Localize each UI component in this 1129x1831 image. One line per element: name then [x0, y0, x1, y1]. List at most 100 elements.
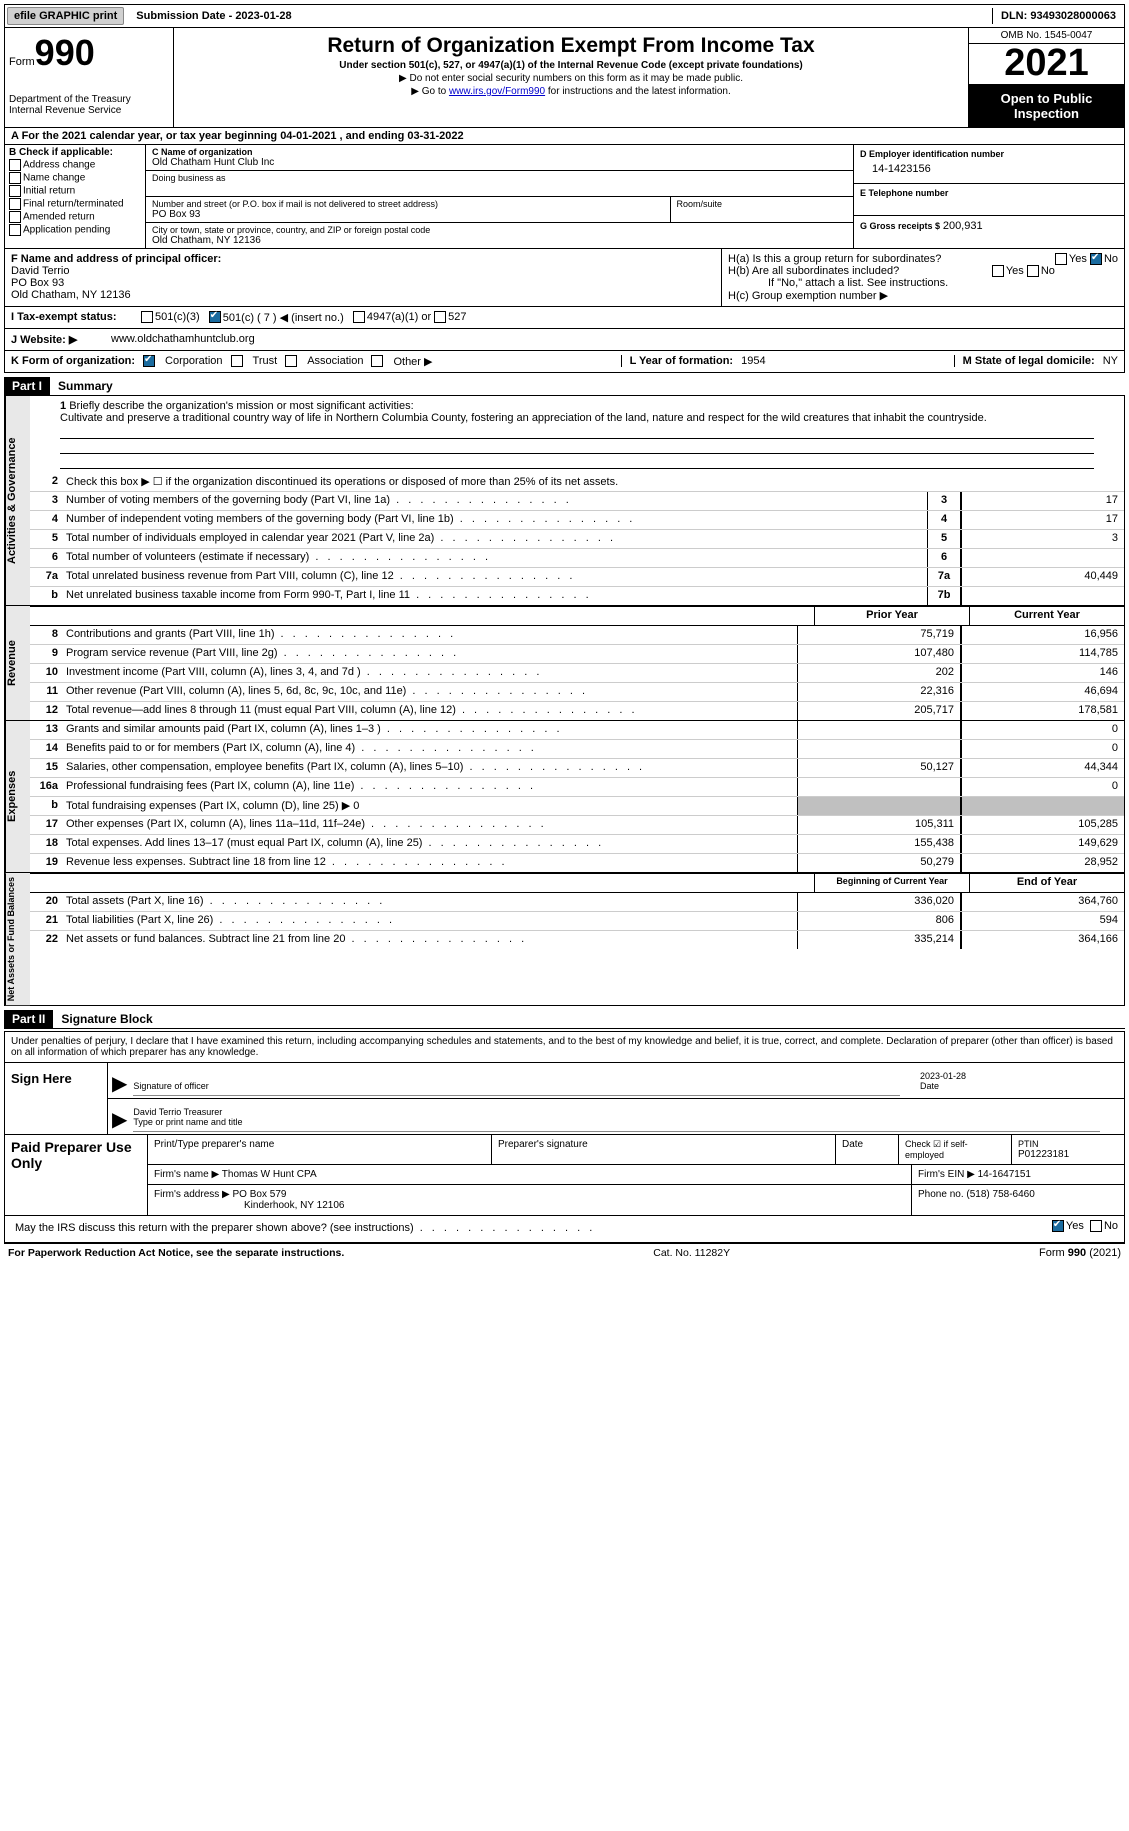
table-row: 15Salaries, other compensation, employee… — [30, 759, 1124, 778]
table-row: 22Net assets or fund balances. Subtract … — [30, 931, 1124, 949]
table-row: 13Grants and similar amounts paid (Part … — [30, 721, 1124, 740]
phone-value: (518) 758-6460 — [966, 1189, 1034, 1200]
gross-receipts: 200,931 — [943, 220, 983, 232]
footer-left: For Paperwork Reduction Act Notice, see … — [8, 1247, 344, 1259]
f-officer: F Name and address of principal officer:… — [5, 249, 722, 306]
discuss-yes[interactable] — [1052, 1220, 1064, 1232]
no-label: No — [1104, 253, 1118, 265]
discuss-no[interactable] — [1090, 1220, 1102, 1232]
chk-no-group[interactable] — [1090, 253, 1102, 265]
part1-title: Part I Summary — [4, 377, 1125, 396]
form-title: Return of Organization Exempt From Incom… — [182, 34, 960, 58]
website-value: www.oldchathamhuntclub.org — [111, 333, 255, 345]
side-net: Net Assets or Fund Balances — [5, 873, 30, 1005]
sig-disclaimer: Under penalties of perjury, I declare th… — [5, 1032, 1124, 1062]
summary-netassets: Net Assets or Fund Balances Beginning of… — [4, 873, 1125, 1006]
officer-addr2: Old Chatham, NY 12136 — [11, 289, 715, 301]
header-left: Form990 Department of the Treasury Inter… — [5, 28, 174, 127]
warn2-pre: ▶ Go to — [411, 86, 449, 97]
chk-trust[interactable] — [231, 355, 243, 367]
table-row: 20Total assets (Part X, line 16)336,0203… — [30, 893, 1124, 912]
irs-link[interactable]: www.irs.gov/Form990 — [449, 86, 545, 97]
warn-ssn: ▶ Do not enter social security numbers o… — [182, 73, 960, 84]
firm-ein-label: Firm's EIN ▶ — [918, 1169, 975, 1180]
open-public: Open to Public Inspection — [969, 85, 1124, 127]
i-label: I Tax-exempt status: — [11, 311, 141, 323]
chk-assoc[interactable] — [285, 355, 297, 367]
l-label: L Year of formation: — [630, 355, 734, 367]
table-row: 9Program service revenue (Part VIII, lin… — [30, 645, 1124, 664]
table-row: 17Other expenses (Part IX, column (A), l… — [30, 816, 1124, 835]
part1-name: Summary — [58, 379, 113, 393]
col-begin: Beginning of Current Year — [814, 874, 969, 892]
org-name: Old Chatham Hunt Club Inc — [152, 157, 847, 168]
h-note: If "No," attach a list. See instructions… — [728, 277, 1118, 289]
firm-addr-label: Firm's address ▶ — [154, 1189, 230, 1200]
sign-here-label: Sign Here — [5, 1063, 108, 1134]
chk-other[interactable] — [371, 355, 383, 367]
chk-address[interactable]: Address change — [9, 159, 141, 171]
header-center: Return of Organization Exempt From Incom… — [174, 28, 969, 127]
ptin-label: PTIN — [1018, 1139, 1118, 1149]
officer-addr1: PO Box 93 — [11, 277, 715, 289]
chk-corp[interactable] — [143, 355, 155, 367]
chk-name[interactable]: Name change — [9, 172, 141, 184]
table-row: 10Investment income (Part VIII, column (… — [30, 664, 1124, 683]
dept-treasury: Department of the Treasury — [9, 94, 169, 105]
row-a-period: A For the 2021 calendar year, or tax yea… — [4, 128, 1125, 145]
header-right: OMB No. 1545-0047 2021 Open to Public In… — [969, 28, 1124, 127]
b-label: B Check if applicable: — [9, 147, 141, 158]
j-label: J Website: ▶ — [11, 333, 111, 346]
side-revenue: Revenue — [5, 606, 30, 720]
c-label: C Name of organization — [152, 147, 847, 157]
side-governance: Activities & Governance — [5, 396, 30, 605]
chk-initial[interactable]: Initial return — [9, 185, 141, 197]
signature-block: Under penalties of perjury, I declare th… — [4, 1031, 1125, 1243]
phone-label: Phone no. — [918, 1189, 964, 1200]
chk-501c3[interactable] — [141, 311, 153, 323]
table-row: 7aTotal unrelated business revenue from … — [30, 568, 1124, 587]
firm-city: Kinderhook, NY 12106 — [244, 1200, 344, 1211]
summary-revenue: Revenue Prior Year Current Year 8Contrib… — [4, 606, 1125, 721]
e-label: E Telephone number — [860, 188, 1118, 198]
sig-officer-label: Signature of officer — [133, 1081, 208, 1091]
h-c-label: H(c) Group exemption number ▶ — [728, 289, 1118, 302]
org-address: PO Box 93 — [152, 209, 664, 220]
chk-4947[interactable] — [353, 311, 365, 323]
top-bar: efile GRAPHIC print Submission Date - 20… — [4, 4, 1125, 28]
sig-date: 2023-01-28 — [920, 1071, 966, 1081]
m-label: M State of legal domicile: — [963, 355, 1095, 367]
irs-label: Internal Revenue Service — [9, 105, 169, 116]
officer-name: David Terrio — [11, 265, 715, 277]
table-row: 4Number of independent voting members of… — [30, 511, 1124, 530]
chk-527[interactable] — [434, 311, 446, 323]
table-row: 5Total number of individuals employed in… — [30, 530, 1124, 549]
table-row: 21Total liabilities (Part X, line 26)806… — [30, 912, 1124, 931]
side-expenses: Expenses — [5, 721, 30, 872]
footer-mid: Cat. No. 11282Y — [653, 1247, 730, 1259]
firm-name: Thomas W Hunt CPA — [222, 1169, 317, 1180]
g-label: G Gross receipts $ — [860, 221, 940, 231]
form-number: 990 — [35, 32, 95, 73]
table-row: 18Total expenses. Add lines 13–17 (must … — [30, 835, 1124, 854]
table-row: 19Revenue less expenses. Subtract line 1… — [30, 854, 1124, 872]
firm-addr: PO Box 579 — [233, 1189, 287, 1200]
mission-text: Cultivate and preserve a traditional cou… — [60, 412, 1094, 424]
chk-amended[interactable]: Amended return — [9, 211, 141, 223]
section-f: F Name and address of principal officer:… — [4, 249, 1125, 307]
efile-print-button[interactable]: efile GRAPHIC print — [7, 7, 124, 25]
f-label: F Name and address of principal officer: — [11, 253, 715, 265]
section-b: B Check if applicable: Address change Na… — [4, 145, 1125, 249]
chk-pending[interactable]: Application pending — [9, 224, 141, 236]
officer-printed: David Terrio Treasurer — [133, 1107, 222, 1117]
city-label: City or town, state or province, country… — [152, 225, 847, 235]
chk-501c[interactable] — [209, 311, 221, 323]
discuss-label: May the IRS discuss this return with the… — [11, 1220, 968, 1238]
form-header: Form990 Department of the Treasury Inter… — [4, 28, 1125, 128]
part2-header: Part II — [4, 1010, 53, 1028]
chk-final[interactable]: Final return/terminated — [9, 198, 141, 210]
col-b-org: C Name of organization Old Chatham Hunt … — [146, 145, 854, 248]
warn-link: ▶ Go to www.irs.gov/Form990 for instruct… — [182, 86, 960, 97]
h-b-label: H(b) Are all subordinates included? — [728, 265, 899, 277]
form-label: Form — [9, 56, 35, 68]
